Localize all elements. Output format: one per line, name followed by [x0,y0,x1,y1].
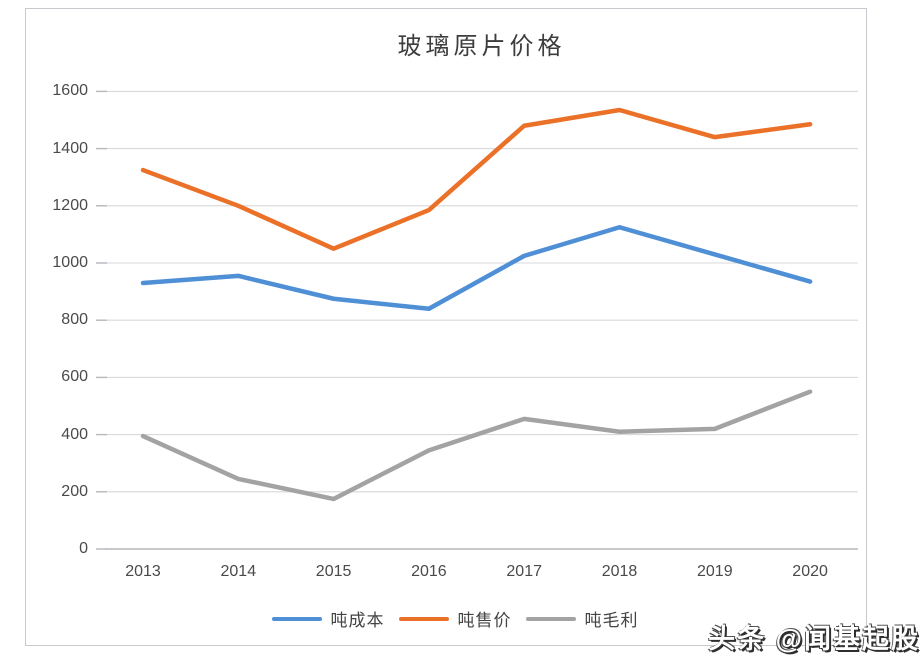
x-tick-label: 2013 [125,563,161,580]
series-line-2 [140,389,813,502]
y-tick-label: 1400 [52,139,88,157]
x-tick-label: 2017 [506,563,542,580]
legend-line-swatch [398,616,449,621]
legend-item-0: 吨成本 [271,606,385,631]
legend-label: 吨成本 [330,611,385,630]
legend-item-1: 吨售价 [398,606,512,631]
y-tick-label: 200 [61,482,88,500]
gridlines [105,90,858,550]
x-tick-label: 2016 [411,563,447,580]
legend-item-2: 吨毛利 [525,606,639,631]
legend-label: 吨售价 [457,611,512,630]
y-tick-label: 1000 [52,254,88,271]
y-tick-label: 600 [61,368,88,386]
series-lines [140,107,813,502]
watermark: 头条 @闻基起股 [708,624,920,654]
x-tick-label: 2019 [697,563,733,580]
legend-label: 吨毛利 [584,611,639,630]
series-line-0 [140,225,813,312]
y-tick-label: 0 [79,540,88,557]
y-tick-label: 800 [61,311,88,329]
x-tick-label: 2015 [315,563,352,580]
legend-line-swatch [271,616,322,621]
series-line-1 [140,107,813,251]
y-tick-label: 1600 [52,82,88,100]
chart-legend: 吨成本 吨售价 吨毛利 [105,606,805,631]
x-tick-label: 2014 [220,563,257,580]
chart-title: 玻璃原片价格 [397,33,566,60]
y-tick-label: 400 [61,425,88,443]
chart-frame [25,8,867,646]
legend-line-swatch [525,616,576,621]
axis-tick-marks [96,90,107,550]
x-tick-label: 2020 [792,563,828,580]
x-tick-label: 2018 [601,563,638,580]
y-tick-label: 1200 [52,196,88,214]
